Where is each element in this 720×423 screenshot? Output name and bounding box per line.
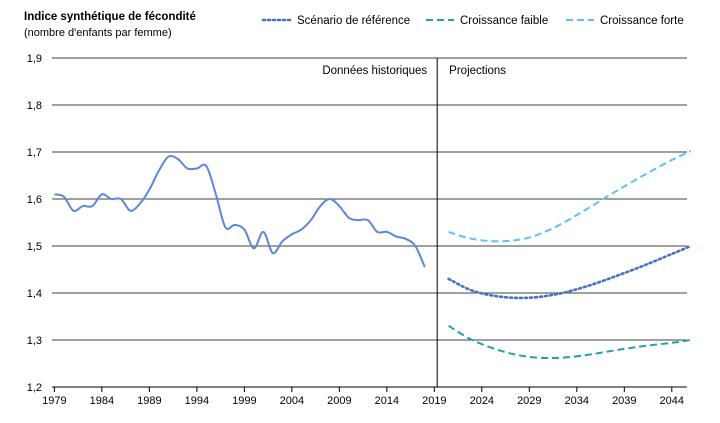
chart-title: Indice synthétique de fécondité xyxy=(24,11,196,23)
y-tick-label: 1,4 xyxy=(27,288,42,300)
legend: Scénario de référence Croissance faible Cr… xyxy=(261,15,684,27)
series-line-4 xyxy=(448,150,692,243)
y-tick-label: 1,6 xyxy=(27,194,42,206)
chart-subtitle: (nombre d'enfants par femme) xyxy=(24,27,172,39)
y-tick-label: 1,8 xyxy=(27,100,42,112)
x-tick-label: 1989 xyxy=(137,395,161,407)
x-tick-label: 2029 xyxy=(517,395,541,407)
legend-label: Croissance forte xyxy=(600,15,684,27)
legend-label: Croissance faible xyxy=(460,15,548,27)
x-tick-label: 2044 xyxy=(660,395,684,407)
grid xyxy=(52,57,687,341)
x-tick-label: 2019 xyxy=(422,395,446,407)
annotation-historical: Données historiques xyxy=(322,65,427,77)
x-tick-label: 2034 xyxy=(565,395,589,407)
annotations: Données historiques Projections xyxy=(322,65,506,77)
series-line-1 xyxy=(54,154,426,268)
y-tick-label: 1,3 xyxy=(27,335,42,347)
series-line-2 xyxy=(447,244,693,300)
y-tick-label: 1,5 xyxy=(27,241,42,253)
x-tick-label: 1999 xyxy=(232,395,256,407)
y-tick-label: 1,7 xyxy=(27,147,42,159)
series-group xyxy=(54,150,693,360)
y-tick-label: 1,9 xyxy=(27,53,42,65)
x-tick-label: 2014 xyxy=(375,395,399,407)
legend-label: Scénario de référence xyxy=(297,15,410,27)
x-tick-label: 1994 xyxy=(185,395,209,407)
x-tick-label: 1984 xyxy=(90,395,114,407)
x-tick-label: 2039 xyxy=(612,395,636,407)
annotation-projections: Projections xyxy=(449,65,506,77)
axes: 1,2 1,3 1,4 1,5 1,6 1,7 1,8 1,9 1979 1984 1989 1994… xyxy=(27,53,687,407)
x-tick-label: 2024 xyxy=(470,395,494,407)
x-tick-label: 1979 xyxy=(42,395,66,407)
x-tick-label: 2004 xyxy=(280,395,304,407)
x-tick-label: 2009 xyxy=(327,395,351,407)
y-tick-label: 1,2 xyxy=(27,382,42,394)
series-line-3 xyxy=(448,325,691,360)
